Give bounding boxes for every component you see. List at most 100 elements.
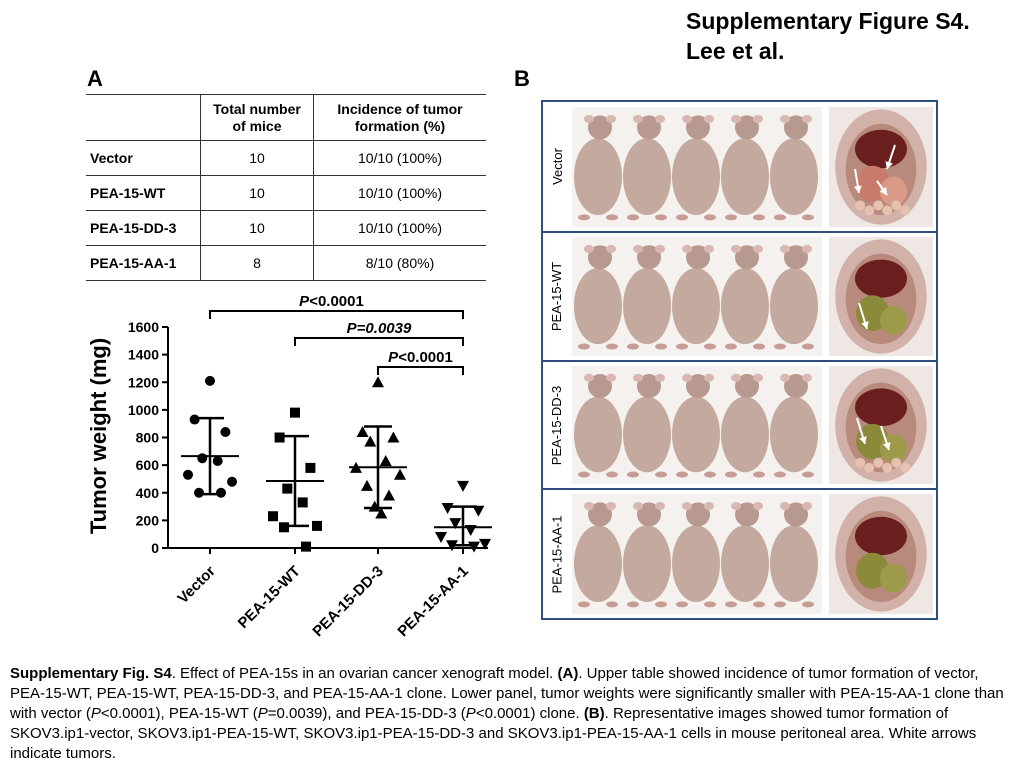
liver [855,516,907,556]
p-symbol: P=0.0039 [347,320,412,337]
table-row: Vector 10 10/10 (100%) [86,140,486,176]
photo-panel: Vector PEA-15-WT PEA-15-DD-3 PEA-15-AA-1 [541,100,938,620]
caption-text: =0.0039), and PEA-15-DD-3 ( [267,705,466,722]
mouse-ear [584,115,594,123]
caption-p: P [257,705,268,722]
table-row: PEA-15-WT 10 10/10 (100%) [86,175,486,211]
mouse-ear [682,244,692,253]
mouse-paw [802,471,814,478]
caption-lead: Supplementary Fig. S4 [10,665,172,682]
mouse-head [588,245,612,270]
mouse-ear [655,115,665,123]
photo-row-pea15-wt: PEA-15-WT [543,233,936,362]
tumor-weight-chart: Tumor weight (mg) 0 200 400 600 800 1000 1200 1… [86,293,492,640]
comparison-label: P<0.0001 [299,293,364,310]
mouse-body [721,138,769,215]
data-point [472,505,485,517]
mouse-body [770,525,818,602]
mouse-head [784,245,808,270]
y-tick-label: 1200 [128,374,159,390]
mouse-head [637,502,661,527]
table-row: PEA-15-AA-1 8 8/10 (80%) [86,245,486,281]
row-incidence: 10/10 (100%) [313,210,486,246]
mouse-ear [606,502,616,510]
row-incidence: 10/10 (100%) [313,140,486,176]
mouse-paw [802,214,814,221]
mouse-paw [627,471,639,478]
mouse-paw [606,471,618,478]
mouse-head [735,502,759,527]
mouse-ear [780,115,790,123]
data-point [441,502,454,514]
comparison-bracket [209,310,464,319]
x-tick-label: Vector [174,563,219,608]
data-point [282,483,293,494]
mouse-paw [578,343,590,350]
mouse-ear [802,244,812,253]
mouse-ear [731,244,741,253]
comparison-bracket [294,337,464,346]
y-tick-label: 200 [136,512,160,528]
mouse-head [735,245,759,270]
x-tick-label: PEA-15-AA-1 [394,563,471,640]
mice-photo [572,366,822,484]
tumor-nodule [900,205,911,216]
mouse-head [588,502,612,527]
comparison-label: P<0.0001 [388,349,453,366]
mouse-paw [655,601,667,608]
row-group: PEA-15-AA-1 [86,245,201,281]
mouse-head [686,374,710,399]
intestine [879,176,907,206]
data-point [383,489,395,501]
liver [855,129,907,169]
mouse-paw [774,343,786,350]
mice-photo [572,494,822,614]
row-incidence: 8/10 (80%) [313,245,486,281]
mouse-ear [704,373,714,382]
tumor-nodule [891,457,902,468]
peritoneal-photo [829,237,933,356]
mouse-ear [633,502,643,510]
mouse-head [637,374,661,399]
white-arrow-head-icon [879,186,887,195]
col-header-incidence: Incidence of tumor formation (%) [313,94,486,141]
mouse-ear [584,373,594,382]
mouse-paw [676,214,688,221]
caption-a-label: (A) [557,665,579,682]
mouse-body [574,396,622,473]
data-point [479,538,491,550]
row-total: 10 [200,175,314,211]
mouse-paw [802,343,814,350]
mouse-ear [780,244,790,253]
photo-row-vector: Vector [543,102,936,233]
mouse-paw [627,343,639,350]
data-point [375,507,388,519]
mouse-head [637,115,661,140]
mouse-ear [584,502,594,510]
data-point [356,425,369,437]
panel-b-label: B [514,66,530,91]
data-point [364,435,377,447]
mouse-ear [802,373,812,382]
table-row: PEA-15-DD-3 10 10/10 (100%) [86,210,486,246]
mouse-ear [731,115,741,123]
row-total: 8 [200,245,314,281]
data-point [194,487,204,498]
mouse-body [574,267,622,345]
mouse-ear [704,115,714,123]
x-tick-label: PEA-15-WT [235,563,304,632]
y-tick-label: 1600 [128,319,159,335]
mouse-body [672,525,720,602]
mouse-paw [627,601,639,608]
p-symbol: P [299,293,310,310]
y-tick-label: 0 [151,540,159,556]
mouse-body [623,138,671,215]
mouse-paw [578,471,590,478]
data-point [446,540,458,552]
caption-text: . Representative images showed tumor for… [10,705,977,762]
data-point [468,541,480,553]
mouse-body [623,396,671,473]
mouse-paw [676,471,688,478]
row-group: PEA-15-WT [86,175,201,211]
mouse-body [770,267,818,345]
